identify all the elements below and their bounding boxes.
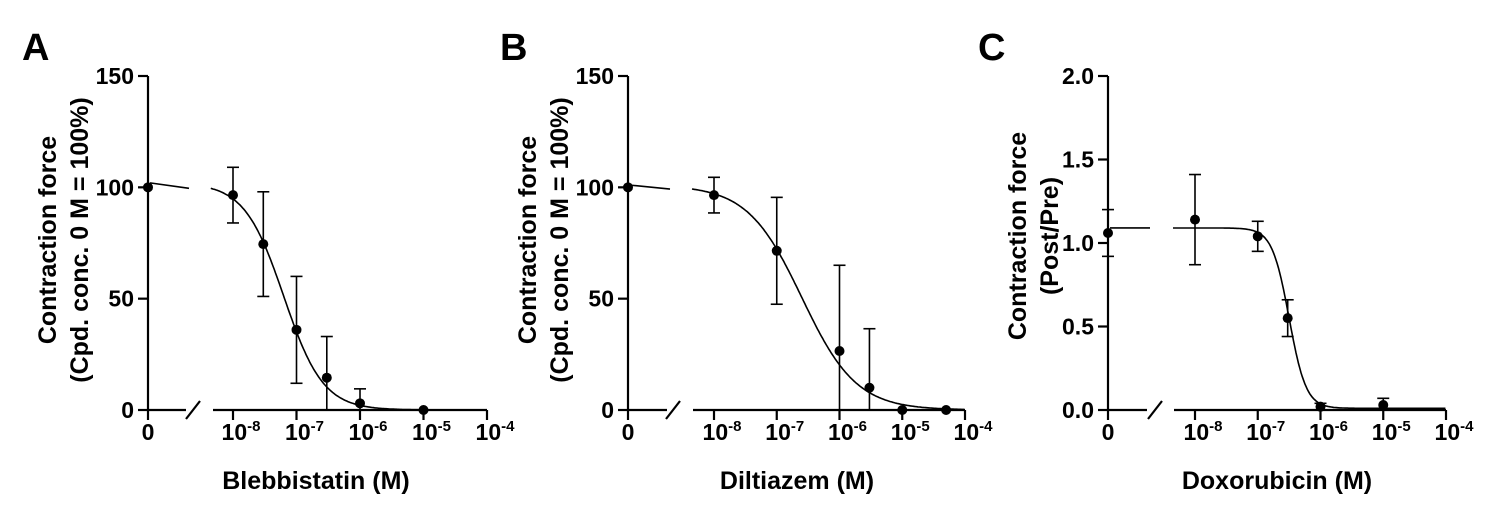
panel-b: B Contraction force (Cpd. conc. 0 M = 10… xyxy=(500,27,993,495)
data-point xyxy=(941,405,952,415)
panel-letter: B xyxy=(500,27,527,69)
y-axis-label-line-1: Contraction force xyxy=(34,136,62,344)
y-tick-label: 100 xyxy=(96,174,134,200)
y-axis-label-line-1: Contraction force xyxy=(514,136,542,344)
x-tick-label: 10-7 xyxy=(1246,418,1285,445)
data-point xyxy=(321,372,332,383)
y-tick-label: 0 xyxy=(121,397,134,423)
x-tick-label: 10-6 xyxy=(828,418,867,445)
y-tick-label: 0.0 xyxy=(1062,397,1094,423)
x-tick-label: 10-8 xyxy=(703,418,742,445)
panel-letter: C xyxy=(978,27,1005,69)
y-tick-label: 1.0 xyxy=(1062,230,1094,256)
x-tick-label: 10-7 xyxy=(285,418,324,445)
y-tick-label: 150 xyxy=(576,63,614,89)
y-tick-label: 50 xyxy=(588,286,614,312)
x-tick-label: 10-8 xyxy=(222,418,261,445)
data-point xyxy=(709,190,719,201)
data-point xyxy=(258,239,269,250)
fit-curve-zero-segment xyxy=(149,182,190,190)
data-point xyxy=(623,182,633,193)
y-tick-label: 150 xyxy=(96,63,134,89)
data-point xyxy=(228,190,238,201)
x-tick-label: 10-4 xyxy=(1435,418,1475,445)
y-axis-label-line-1: Contraction force xyxy=(1004,132,1032,340)
x-tick-label: 0 xyxy=(142,419,155,445)
panel-letter: A xyxy=(22,27,49,69)
x-axis-break-mark xyxy=(185,400,201,420)
x-tick-label: 10-5 xyxy=(1372,418,1411,445)
data-point xyxy=(897,405,908,415)
y-axis-label-line-2: (Post/Pre) xyxy=(1036,177,1064,295)
y-tick-label: 100 xyxy=(576,174,614,200)
data-point xyxy=(143,182,153,193)
panel-a: A Contraction force (Cpd. conc. 0 M = 10… xyxy=(22,27,515,495)
x-tick-label: 10-6 xyxy=(1309,418,1348,445)
y-axis-label-line-2: (Cpd. conc. 0 M = 100%) xyxy=(546,97,574,383)
x-tick-label: 10-4 xyxy=(954,418,994,445)
data-point xyxy=(1103,227,1113,238)
x-axis-label: Blebbistatin (M) xyxy=(222,467,410,495)
x-tick-label: 10-4 xyxy=(476,418,516,445)
x-axis-label: Diltiazem (M) xyxy=(720,467,874,495)
x-tick-label: 0 xyxy=(1102,419,1115,445)
fit-curve xyxy=(210,187,487,411)
data-point xyxy=(1190,214,1200,225)
x-tick-label: 10-5 xyxy=(412,418,451,445)
y-tick-label: 0 xyxy=(601,397,614,423)
x-tick-label: 0 xyxy=(622,419,635,445)
fit-curve xyxy=(691,188,965,411)
data-point xyxy=(1282,313,1293,324)
data-point xyxy=(1378,399,1389,410)
data-point xyxy=(864,382,875,393)
data-point xyxy=(291,324,302,335)
data-point xyxy=(418,405,429,415)
x-tick-label: 10-8 xyxy=(1184,418,1223,445)
x-tick-label: 10-7 xyxy=(765,418,804,445)
x-axis-break-mark xyxy=(665,400,681,420)
x-axis-label: Doxorubicin (M) xyxy=(1182,467,1372,495)
panel-c: C Contraction force (Post/Pre) Doxorubic… xyxy=(978,27,1474,495)
data-point xyxy=(1315,401,1326,412)
y-axis-label-line-2: (Cpd. conc. 0 M = 100%) xyxy=(66,97,94,383)
fit-curve-zero-segment xyxy=(629,184,671,190)
data-point xyxy=(355,398,365,409)
y-tick-label: 1.5 xyxy=(1062,147,1094,173)
x-tick-label: 10-6 xyxy=(349,418,388,445)
y-tick-label: 0.5 xyxy=(1062,314,1094,340)
y-tick-label: 2.0 xyxy=(1062,63,1094,89)
fit-curve xyxy=(1173,227,1446,410)
x-axis-break-mark xyxy=(1147,400,1163,420)
x-tick-label: 10-5 xyxy=(891,418,930,445)
data-point xyxy=(834,345,845,356)
data-point xyxy=(1252,231,1263,242)
y-tick-label: 50 xyxy=(108,286,134,312)
data-point xyxy=(771,245,782,256)
